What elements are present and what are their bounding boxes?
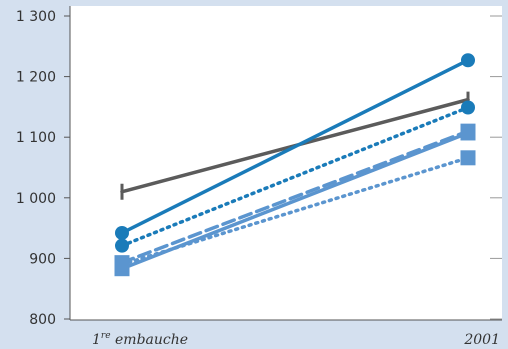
series-line	[120, 129, 470, 265]
series-line	[120, 131, 470, 271]
y-tick-label: 1 300	[16, 9, 56, 25]
data-point	[460, 125, 476, 141]
y-tick-label: 800	[29, 312, 56, 328]
data-point	[114, 256, 130, 272]
data-point	[115, 225, 129, 240]
data-point	[460, 150, 476, 166]
x-category-label: 1re embauche	[92, 331, 188, 348]
data-point	[461, 53, 475, 68]
data-point	[115, 238, 129, 253]
plot-area	[70, 6, 502, 320]
data-point	[461, 100, 475, 115]
y-tick-label: 1 000	[16, 191, 56, 207]
x-category-label: 2001	[463, 332, 500, 348]
y-tick-label: 1 200	[16, 70, 56, 86]
series-layer	[114, 53, 476, 277]
y-tick-label: 900	[29, 251, 56, 267]
x-axis: 1re embauche 2001	[70, 319, 502, 348]
series-line	[120, 105, 470, 248]
series-line	[120, 156, 470, 267]
y-tick-label: 1 100	[16, 130, 56, 146]
series-line	[120, 58, 470, 235]
y-axis: 800 900 1 000 1 100 1 200 1 300	[16, 6, 502, 328]
